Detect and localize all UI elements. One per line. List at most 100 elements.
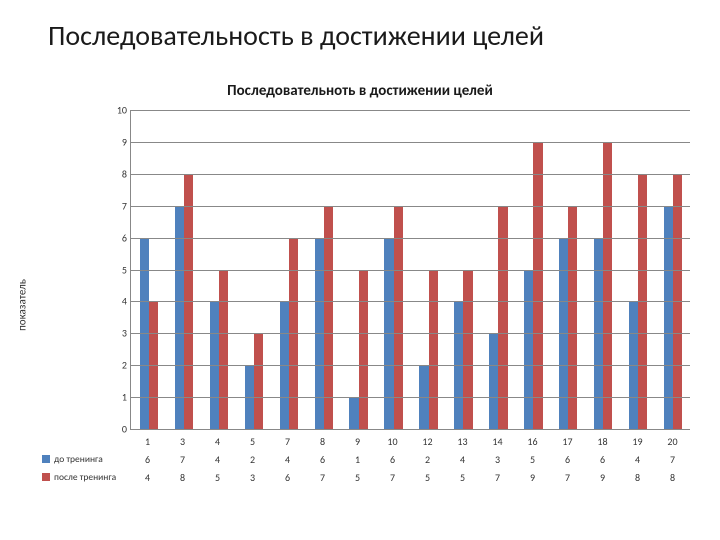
legend-cell: 8 — [623, 468, 652, 486]
chart-container: показатель 012345678910 1345789101213141… — [40, 110, 690, 500]
legend-cell: 1 — [133, 432, 162, 450]
y-tick-label: 5 — [109, 263, 127, 276]
bar-after — [568, 206, 577, 429]
legend-cell: 4 — [273, 450, 302, 468]
y-tick-label: 6 — [109, 231, 127, 244]
chart-title: Последовательноть в достижении целей — [0, 82, 720, 100]
legend-cell: 4 — [203, 450, 232, 468]
slide-title: Последовательность в достижении целей — [48, 18, 690, 53]
gridline — [131, 397, 690, 398]
bar-after — [429, 270, 438, 430]
legend-cell: 8 — [308, 432, 337, 450]
plot-area: 012345678910 — [130, 110, 690, 430]
gridline — [131, 238, 690, 239]
legend-cell: 5 — [518, 450, 547, 468]
legend-data-cells: 1345789101213141617181920 — [130, 432, 690, 450]
bar-before — [664, 206, 673, 429]
y-tick-label: 10 — [109, 104, 127, 117]
legend-cell: 6 — [553, 450, 582, 468]
bar-after — [219, 270, 228, 430]
legend-cell: 10 — [378, 432, 407, 450]
gridline — [131, 270, 690, 271]
bar-after — [324, 206, 333, 429]
legend-cell: 8 — [168, 468, 197, 486]
gridline — [131, 365, 690, 366]
bar-after — [533, 142, 542, 429]
y-tick-label: 4 — [109, 295, 127, 308]
legend-cell: 7 — [308, 468, 337, 486]
bar-before — [349, 397, 358, 429]
legend-row-header: после тренинга — [40, 471, 130, 483]
legend-cell: 20 — [658, 432, 687, 450]
legend-cell: 3 — [483, 450, 512, 468]
legend-cell: 6 — [273, 468, 302, 486]
legend-cell: 5 — [343, 468, 372, 486]
legend-cell: 7 — [168, 450, 197, 468]
bar-after — [498, 206, 507, 429]
legend-data-cells: 4853675755797988 — [130, 468, 690, 486]
y-axis-label: показатель — [16, 279, 29, 331]
bar-before — [175, 206, 184, 429]
legend-row-header: до тренинга — [40, 453, 130, 465]
bar-after — [254, 333, 263, 429]
legend-cell: 6 — [133, 450, 162, 468]
legend-cell: 7 — [553, 468, 582, 486]
legend-cell: 6 — [378, 450, 407, 468]
y-tick-label: 9 — [109, 135, 127, 148]
gridline — [131, 333, 690, 334]
y-tick-label: 7 — [109, 199, 127, 212]
gridline — [131, 142, 690, 143]
legend-cell: 13 — [448, 432, 477, 450]
legend-cell: 12 — [413, 432, 442, 450]
gridline — [131, 301, 690, 302]
legend-row-label: до тренинга — [54, 453, 103, 465]
y-tick-label: 3 — [109, 327, 127, 340]
legend-cell: 7 — [483, 468, 512, 486]
legend-row-series-0: до тренинга6742461624356647 — [40, 450, 690, 468]
legend-cell: 4 — [448, 450, 477, 468]
legend-cell: 7 — [658, 450, 687, 468]
legend-cell: 17 — [553, 432, 582, 450]
legend-cell: 7 — [273, 432, 302, 450]
legend-cell: 5 — [203, 468, 232, 486]
legend-data-cells: 6742461624356647 — [130, 450, 690, 468]
gridline — [131, 206, 690, 207]
legend-cell: 4 — [203, 432, 232, 450]
legend-cell: 9 — [518, 468, 547, 486]
legend-row-label: после тренинга — [54, 471, 116, 483]
y-tick-label: 1 — [109, 391, 127, 404]
legend-cell: 18 — [588, 432, 617, 450]
legend-swatch — [42, 473, 50, 481]
bar-after — [359, 270, 368, 430]
legend-cell: 1 — [343, 450, 372, 468]
legend-row-categories: 1345789101213141617181920 — [40, 432, 690, 450]
legend-cell: 2 — [238, 450, 267, 468]
y-tick-label: 8 — [109, 167, 127, 180]
bar-after — [603, 142, 612, 429]
legend-cell: 4 — [623, 450, 652, 468]
gridline — [131, 174, 690, 175]
legend-swatch — [42, 455, 50, 463]
legend-row-series-1: после тренинга 4853675755797988 — [40, 468, 690, 486]
legend-cell: 6 — [588, 450, 617, 468]
legend-cell: 2 — [413, 450, 442, 468]
legend-cell: 8 — [658, 468, 687, 486]
legend-cell: 9 — [343, 432, 372, 450]
legend-cell: 19 — [623, 432, 652, 450]
legend-cell: 3 — [168, 432, 197, 450]
legend-cell: 5 — [448, 468, 477, 486]
legend-cell: 14 — [483, 432, 512, 450]
legend-cell: 5 — [413, 468, 442, 486]
gridline — [131, 110, 690, 111]
legend-cell: 6 — [308, 450, 337, 468]
bar-before — [489, 333, 498, 429]
legend-cell: 3 — [238, 468, 267, 486]
bar-after — [463, 270, 472, 430]
legend-cell: 7 — [378, 468, 407, 486]
legend-cell: 5 — [238, 432, 267, 450]
legend-cell: 16 — [518, 432, 547, 450]
y-tick-label: 2 — [109, 359, 127, 372]
data-table: 1345789101213141617181920до тренинга6742… — [40, 432, 690, 486]
bar-before — [524, 270, 533, 430]
legend-cell: 9 — [588, 468, 617, 486]
